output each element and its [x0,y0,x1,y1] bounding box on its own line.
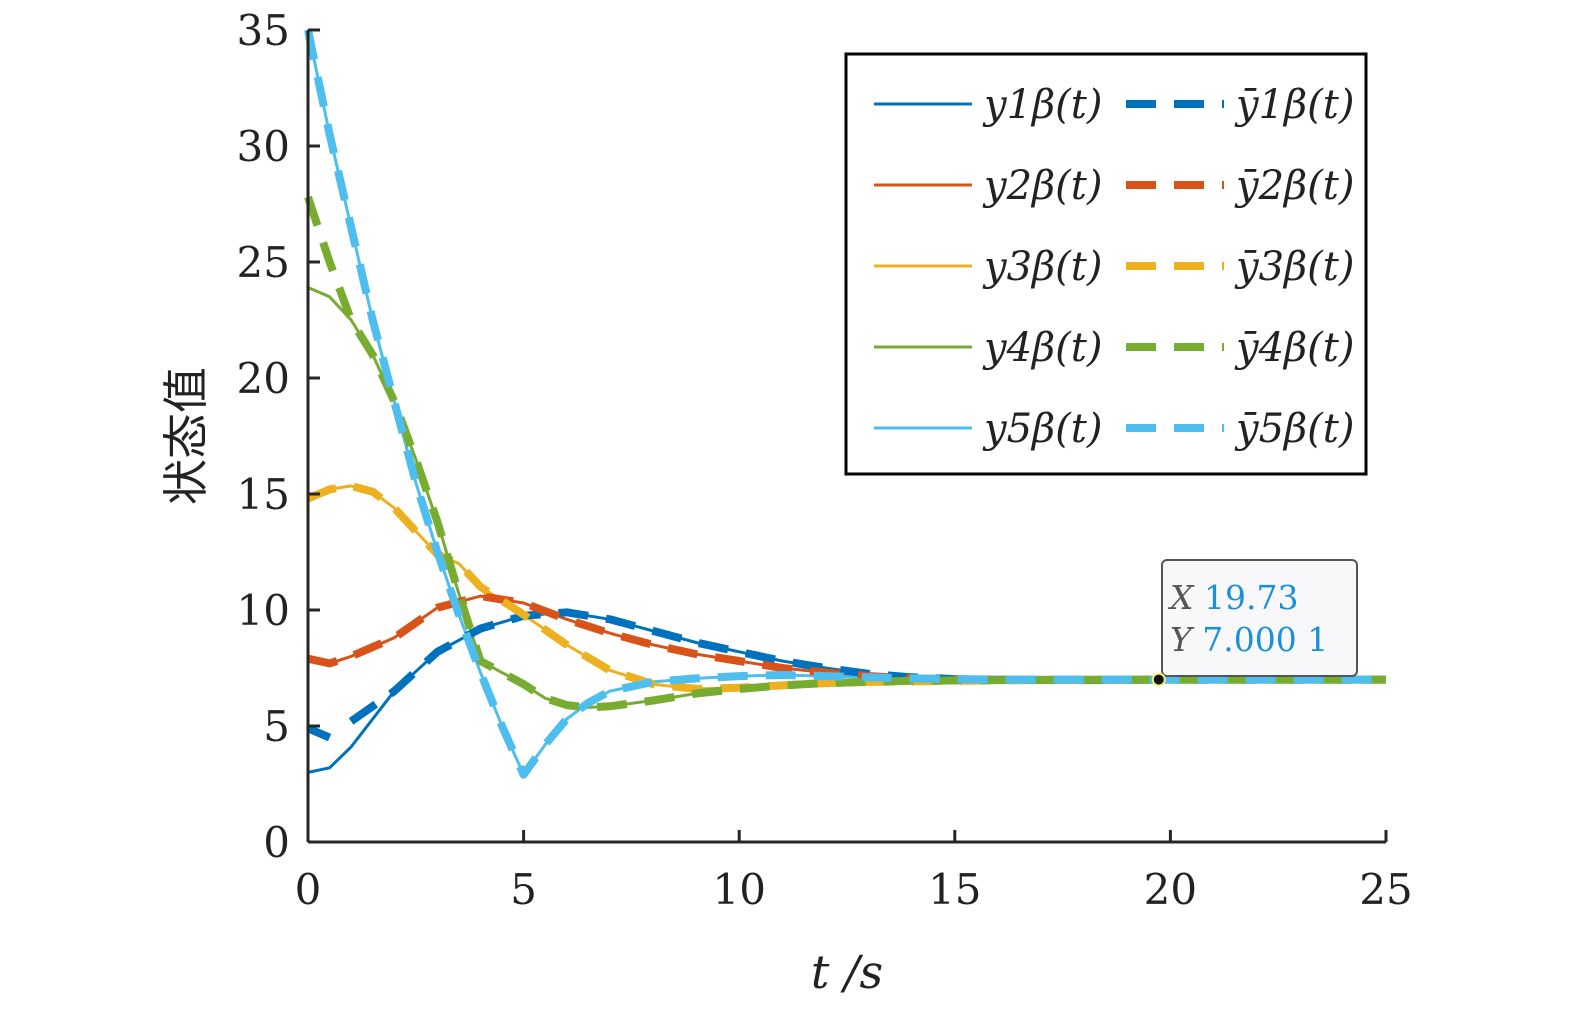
datatip-box [1161,559,1358,677]
legend-label: y2β(t) [982,163,1102,209]
legend: y1β(t) y2β(t) y3β(t) y4β(t) y5β(t) ȳ1β(t) ȳ2β(… [844,52,1368,476]
x-tick-label: 0 [295,865,322,914]
series-line-dashed-3 [306,481,1386,693]
x-tick-label: 10 [712,865,765,914]
y-tick-label: 35 [237,6,290,55]
legend-label: ȳ3β(t) [1234,244,1354,290]
x-tick-label: 15 [928,865,981,914]
datatip-marker [1151,672,1166,687]
x-tick-label: 20 [1144,865,1197,914]
datatip-y-label: Y [1170,620,1202,659]
datatip-x-label: X [1167,578,1204,617]
series-line-dashed-1 [306,724,332,742]
x-axis-title: t /s [811,945,883,999]
datatip-y-row: Y 7.000 1 [1170,620,1328,659]
legend-label: ȳ2β(t) [1234,163,1354,209]
legend-label: y3β(t) [982,244,1102,290]
y-tick-label: 30 [237,122,290,171]
x-tick-label: 5 [510,865,537,914]
legend-label: y4β(t) [982,325,1102,371]
series-line-dashed-2 [307,592,1386,684]
legend-label: y1β(t) [982,82,1102,128]
data-tip: X 19.73Y 7.000 1 [1151,559,1358,687]
legend-box [844,52,1368,476]
legend-label: ȳ4β(t) [1234,325,1354,371]
datatip-x-row: X 19.73 [1167,578,1298,617]
y-axis-title: 状态值 [159,367,213,505]
y-tick-label: 15 [237,470,290,519]
y-tick-label: 0 [263,818,290,867]
y-tick-label: 5 [263,702,290,751]
axes-layer: 0 5 10 15 20 25 0 5 10 15 20 25 30 35 t /s 状态值 [159,6,1413,999]
legend-label: ȳ5β(t) [1234,406,1354,452]
legend-label: ȳ1β(t) [1234,82,1354,128]
y-tick-label: 10 [237,586,290,635]
plot-series-layer [304,29,1386,779]
x-tick-label: 25 [1359,865,1412,914]
datatip-x-value: 19.73 [1204,578,1298,617]
legend-label: y5β(t) [982,406,1102,452]
series-line-dashed-5 [304,29,1386,779]
y-tick-label: 20 [237,354,290,403]
y-tick-label: 25 [237,238,290,287]
datatip-y-value: 7.000 1 [1202,620,1328,659]
